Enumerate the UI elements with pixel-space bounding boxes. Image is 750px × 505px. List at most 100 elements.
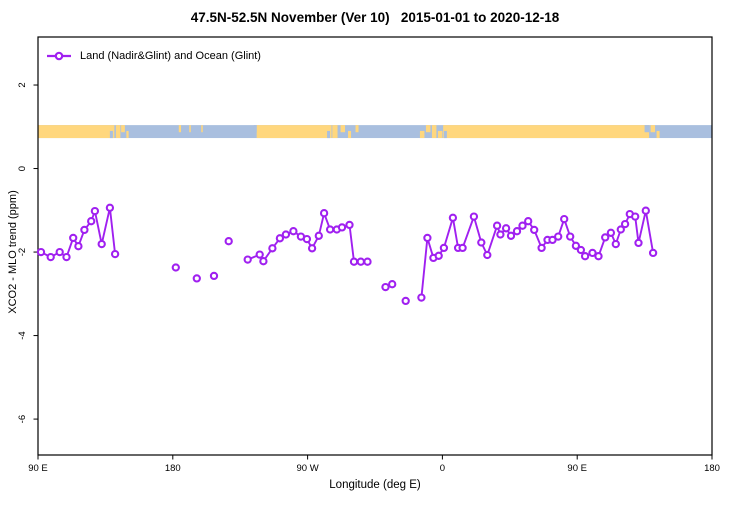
data-point xyxy=(634,238,643,248)
y-tick-label: -2 xyxy=(17,248,28,256)
data-point xyxy=(281,230,291,239)
x-tick-label: 90 W xyxy=(297,463,319,474)
data-point xyxy=(381,282,390,292)
data-point xyxy=(648,248,658,258)
data-point xyxy=(566,232,575,241)
legend: Land (Nadir&Glint) and Ocean (Glint) xyxy=(46,50,261,62)
band-speckle xyxy=(115,125,121,139)
data-point xyxy=(506,231,516,240)
y-tick-label: 2 xyxy=(17,82,28,87)
band-speckle xyxy=(650,125,656,133)
band-speckle xyxy=(126,130,129,139)
band-speckle xyxy=(332,125,338,139)
chart-title: 47.5N-52.5N November (Ver 10) 2015-01-01… xyxy=(190,10,560,25)
data-point xyxy=(105,203,115,212)
x-tick-label: 90 E xyxy=(28,463,48,474)
band-speckle xyxy=(437,130,443,139)
data-point xyxy=(36,247,46,257)
data-point xyxy=(580,252,590,261)
data-point xyxy=(439,243,449,253)
band-speckle xyxy=(121,125,125,133)
data-point xyxy=(492,221,502,230)
data-point xyxy=(458,243,467,253)
band-speckle xyxy=(178,125,182,133)
data-point xyxy=(192,274,201,283)
data-point xyxy=(601,233,610,242)
data-point xyxy=(401,296,410,306)
data-point xyxy=(524,217,533,226)
band-speckle xyxy=(656,130,660,139)
x-axis-title: Longitude (deg E) xyxy=(329,479,421,491)
data-point xyxy=(588,248,597,258)
data-point xyxy=(363,257,372,266)
data-point xyxy=(314,231,323,240)
data-point xyxy=(255,250,264,259)
data-point xyxy=(275,234,285,243)
y-tick-label: 0 xyxy=(17,166,28,171)
data-point xyxy=(90,206,100,216)
data-point xyxy=(55,247,64,257)
data-point xyxy=(606,228,616,237)
data-point xyxy=(388,280,397,289)
data-point xyxy=(576,245,586,255)
data-point xyxy=(110,249,120,259)
x-tick-label: 180 xyxy=(165,463,181,474)
data-point xyxy=(46,252,55,262)
data-point xyxy=(80,225,89,235)
x-tick-label: 90 E xyxy=(567,463,587,474)
band-speckle xyxy=(253,125,257,133)
data-point xyxy=(537,243,546,253)
band-speckle xyxy=(327,130,331,139)
data-point xyxy=(171,263,180,272)
legend-line-marker-icon xyxy=(47,51,71,61)
plot-border xyxy=(37,36,713,456)
data-point xyxy=(209,271,219,281)
band-speckle xyxy=(425,125,431,133)
data-point xyxy=(224,237,233,246)
data-point xyxy=(448,213,458,222)
data-point xyxy=(512,227,522,236)
data-point xyxy=(289,227,298,236)
band-speckle xyxy=(189,125,191,133)
data-point xyxy=(518,221,527,230)
data-point xyxy=(268,244,277,253)
band-speckle xyxy=(201,125,203,133)
y-tick-label: -6 xyxy=(17,415,28,423)
band-speckle xyxy=(431,125,437,139)
band-speckle xyxy=(355,125,359,133)
data-point xyxy=(62,252,71,262)
data-point xyxy=(337,223,347,232)
data-point xyxy=(571,241,581,250)
data-point xyxy=(631,212,640,221)
data-point xyxy=(620,219,630,229)
band-speckle xyxy=(443,130,447,139)
x-tick-label: 180 xyxy=(704,463,720,474)
y-axis-title: XCO2 - MLO trend (ppm) xyxy=(7,190,19,314)
x-tick-label: 0 xyxy=(440,463,445,474)
data-point xyxy=(243,255,252,264)
data-point xyxy=(87,217,96,226)
data-point xyxy=(307,244,317,253)
data-point xyxy=(423,233,432,243)
data-point xyxy=(417,293,426,302)
band-speckle xyxy=(348,130,352,139)
series-line-segment xyxy=(420,209,655,299)
data-point xyxy=(349,257,359,266)
data-point xyxy=(496,230,505,239)
land-band-segment xyxy=(256,125,332,139)
data-point xyxy=(548,235,557,245)
land-band-segment xyxy=(443,125,650,139)
data-point xyxy=(560,214,569,224)
data-point xyxy=(611,239,620,249)
data-point xyxy=(74,242,83,251)
data-point xyxy=(97,239,106,249)
band-speckle xyxy=(419,130,425,139)
data-point xyxy=(501,224,511,233)
land-band-segment xyxy=(38,125,115,139)
data-point xyxy=(345,220,354,230)
band-speckle xyxy=(340,125,346,133)
data-point xyxy=(641,206,650,215)
data-point xyxy=(616,225,625,234)
